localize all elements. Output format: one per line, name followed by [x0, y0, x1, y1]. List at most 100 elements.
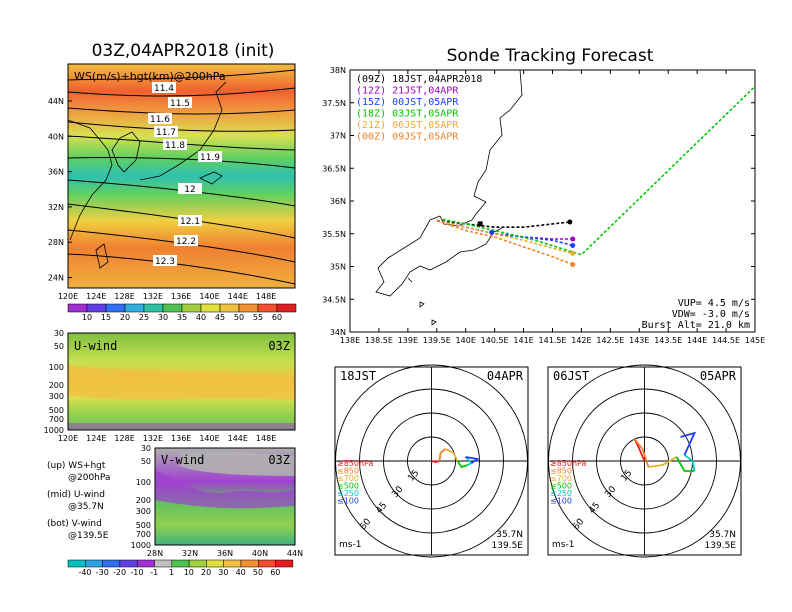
ws-lat-labels: 44N 40N 36N 32N 28N 24N: [48, 97, 72, 283]
hodograph-trace: [680, 431, 697, 456]
lat-tick-label: 35.5N: [322, 230, 346, 239]
contour-value: 11.9: [200, 153, 220, 163]
pressure-tick-label: 500: [136, 521, 151, 530]
lon-tick-label: 138E: [340, 336, 360, 345]
vwind-label: V-wind: [161, 453, 204, 467]
pressure-tick-label: 300: [136, 507, 151, 516]
sonde-parameter: VDW= -3.0 m/s: [672, 309, 750, 320]
uwind-lon-labels: 120E 124E 128E 132E 136E 140E 144E 148E: [58, 434, 276, 443]
colorbar-label: 40: [196, 313, 206, 322]
colorbar-label: 1: [169, 568, 174, 577]
hodograph-trace: [683, 454, 696, 472]
landing-point: [570, 236, 576, 242]
track-series: [436, 85, 756, 268]
lat-tick-label: 24N: [48, 274, 64, 283]
hodograph-trace: [438, 448, 447, 462]
lat-tick-label: 44N: [48, 97, 64, 106]
ws-coastlines: [67, 81, 227, 269]
right-title: Sonde Tracking Forecast: [447, 46, 654, 66]
lon-tick-label: 120E: [58, 434, 78, 443]
colorbar-swatch: [238, 303, 259, 313]
lon-tick-label: 140E: [199, 434, 219, 443]
note-line: (bot) V-wind: [47, 519, 102, 529]
pressure-tick-label: 30: [54, 329, 64, 338]
lon-tick-label: 139.5E: [423, 336, 451, 345]
contour-label: 11.8: [163, 139, 187, 151]
colorbar-label: 35: [177, 313, 187, 322]
lon-tick-label: 140E: [456, 336, 476, 345]
contour-value: 11.5: [170, 99, 190, 109]
contour-value: 11.7: [156, 128, 176, 138]
sonde-parameter: VUP= 4.5 m/s: [678, 298, 750, 309]
lon-tick-label: 144E: [687, 336, 707, 345]
lon-tick-label: 124E: [86, 434, 106, 443]
hodograph-lon: 139.5E: [705, 541, 737, 551]
ws-panel: WS(m/s)+hgt(km)@200hPa 11.411.511.611.71…: [48, 63, 297, 322]
lat-tick-label: 28N: [48, 238, 64, 247]
lon-tick-label: 140E: [199, 292, 219, 301]
lon-tick-label: 141E: [513, 336, 533, 345]
landing-point: [570, 243, 576, 249]
level-legend-entry: ≤250: [550, 489, 572, 498]
lat-tick-label: 35N: [330, 263, 346, 272]
hodograph-trace: [465, 456, 480, 464]
note-line: @139.5E: [68, 531, 109, 541]
hodograph-date: 05APR: [700, 369, 737, 383]
pressure-tick-label: 50: [54, 342, 64, 351]
colorbar-swatch: [86, 303, 107, 313]
uwind-label: U-wind: [74, 339, 117, 353]
colorbar-label: 30: [158, 313, 168, 322]
lon-tick-label: 132E: [143, 434, 163, 443]
track-lat-labels: 38N 37.5N 37N 36.5N 36N 35.5N 35N 34.5N 34N: [322, 66, 755, 337]
track-legend-entry: (09Z) 18JST,04APR2018: [356, 74, 482, 85]
lat-tick-label: 32N: [48, 203, 64, 212]
lat-tick-label: 40N: [252, 549, 268, 558]
lon-tick-label: 148E: [256, 434, 276, 443]
level-legend-entry: ≤850: [550, 467, 572, 476]
hodograph-trace: [431, 460, 440, 463]
contour-label: 12.1: [178, 215, 202, 227]
vwind-lat-labels: 28N 32N 36N 40N 44N: [147, 549, 303, 558]
colorbar-swatch: [136, 559, 155, 568]
colorbar-label: -40: [78, 568, 91, 577]
level-legend-entry: ≤850: [337, 467, 359, 476]
lon-tick-label: 143E: [629, 336, 649, 345]
colorbar-swatch: [200, 303, 221, 313]
pressure-tick-label: 300: [49, 392, 64, 401]
pressure-tick-label: 700: [49, 415, 64, 424]
colorbar-label: 60: [270, 568, 280, 577]
track-line: [436, 219, 573, 247]
contour-label: 11.5: [168, 97, 192, 109]
colorbar-label: 50: [234, 313, 244, 322]
colorbar-swatch: [276, 303, 297, 313]
colorbar-label: -1: [150, 568, 158, 577]
colorbar-swatch: [67, 559, 86, 568]
contour-label: 11.4: [152, 82, 176, 94]
lat-tick-label: 34.5N: [322, 295, 346, 304]
note-line: (mid) U-wind: [47, 490, 105, 500]
lat-tick-label: 37N: [330, 132, 346, 141]
pressure-tick-label: 100: [136, 478, 151, 487]
contour-label: 11.7: [154, 126, 178, 138]
hodograph-time: 06JST: [553, 369, 589, 383]
note-line: @35.7N: [68, 502, 104, 512]
pressure-tick-label: 50: [141, 457, 151, 466]
contour-value: 11.4: [154, 84, 174, 94]
contour-label: 11.9: [198, 151, 222, 163]
contour-value: 11.8: [165, 141, 185, 151]
landing-point: [567, 219, 573, 225]
lon-tick-label: 144E: [228, 292, 248, 301]
lon-tick-label: 128E: [114, 292, 134, 301]
colorbar-label: -30: [96, 568, 109, 577]
colorbar-label: 15: [101, 313, 111, 322]
colorbar-swatch: [219, 303, 240, 313]
lat-tick-label: 36N: [217, 549, 233, 558]
lon-tick-label: 142E: [571, 336, 591, 345]
hodograph-trace: [633, 438, 650, 468]
launch-marker: [477, 221, 483, 227]
colorbar-swatch: [154, 559, 173, 568]
